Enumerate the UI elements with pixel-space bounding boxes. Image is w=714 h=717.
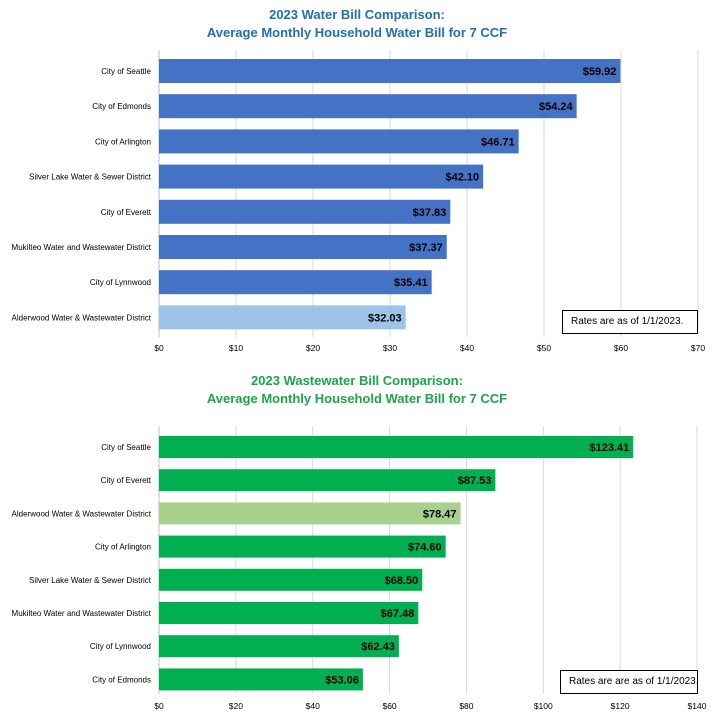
x-tick-label: $100	[534, 701, 553, 711]
x-tick-label: $40	[306, 701, 320, 711]
x-tick-label: $30	[383, 343, 397, 353]
x-tick-label: $10	[229, 343, 243, 353]
category-label: Mukilteo Water and Wastewater District	[12, 609, 152, 618]
data-label: $53.06	[325, 674, 359, 686]
bar	[159, 502, 461, 525]
x-tick-label: $40	[460, 343, 474, 353]
chart-title-line-1: 2023 Wastewater Bill Comparison:	[251, 373, 463, 388]
x-tick-label: $0	[154, 343, 164, 353]
data-label: $59.92	[583, 66, 617, 78]
category-label: City of Edmonds	[92, 102, 151, 111]
bar	[159, 436, 634, 458]
bar	[159, 235, 447, 259]
chart-title-line-2: Average Monthly Household Water Bill for…	[206, 25, 508, 40]
bar	[159, 535, 446, 558]
x-tick-label: $20	[229, 701, 243, 711]
bar	[159, 602, 419, 624]
category-label: Alderwood Water & Wastewater District	[12, 313, 152, 322]
bar	[159, 568, 423, 591]
data-label: $123.41	[589, 442, 629, 454]
bar	[159, 270, 432, 295]
category-label: City of Lynnwood	[90, 642, 151, 651]
category-label: City of Everett	[101, 476, 152, 485]
category-label: City of Seattle	[101, 443, 151, 452]
rates-note: Rates are as of 1/1/2023.	[562, 310, 698, 334]
data-label: $74.60	[408, 542, 442, 554]
category-label: Silver Lake Water & Sewer District	[29, 576, 152, 585]
data-label: $87.53	[458, 475, 492, 487]
data-label: $37.37	[409, 242, 443, 254]
bar	[159, 469, 496, 492]
x-tick-label: $50	[537, 343, 551, 353]
water-bill-chart: 2023 Water Bill Comparison: Average Mont…	[0, 6, 714, 353]
category-label: Silver Lake Water & Sewer District	[29, 173, 152, 182]
data-label: $37.83	[413, 207, 447, 219]
bar	[159, 668, 363, 691]
bar	[159, 94, 577, 119]
x-tick-label: $80	[459, 701, 473, 711]
bar	[159, 305, 406, 330]
bar	[159, 129, 519, 154]
data-label: $78.47	[423, 508, 457, 520]
data-label: $68.50	[385, 575, 419, 587]
x-tick-label: $120	[611, 701, 630, 711]
data-label: $54.24	[539, 101, 574, 113]
wastewater-bill-chart: 2023 Wastewater Bill Comparison: Average…	[0, 366, 714, 717]
x-tick-label: $70	[691, 343, 705, 353]
chart-title-line-2: Average Monthly Household Water Bill for…	[206, 391, 508, 406]
chart-title-line-1: 2023 Water Bill Comparison:	[269, 7, 445, 22]
x-tick-label: $60	[614, 343, 628, 353]
data-label: $32.03	[368, 312, 402, 324]
category-label: City of Everett	[101, 208, 152, 217]
bar	[159, 199, 451, 224]
data-label: $42.10	[446, 172, 480, 184]
wastewater-bill-plot: $0 $20 $40 $60 $80 $100 $120 $140 City of Seattl…	[12, 426, 707, 711]
x-tick-label: $140	[688, 701, 707, 711]
x-tick-label: $0	[154, 701, 164, 711]
bar	[159, 635, 399, 658]
data-label: $67.48	[381, 608, 415, 620]
category-label: City of Lynnwood	[90, 278, 151, 287]
category-label: Mukilteo Water and Wastewater District	[12, 243, 152, 252]
chart-title: 2023 Wastewater Bill Comparison: Average…	[0, 372, 714, 408]
data-label: $35.41	[394, 277, 428, 289]
category-label: City of Arlington	[95, 137, 151, 146]
bar	[159, 164, 484, 189]
rates-note: Rates are are as of 1/1/2023.	[560, 670, 699, 694]
bar	[159, 59, 621, 83]
category-label: City of Seattle	[101, 67, 151, 76]
chart-title: 2023 Water Bill Comparison: Average Mont…	[0, 6, 714, 42]
water-bill-plot: $0 $10 $20 $30 $40 $50 $60 $70 City of Seattle $5…	[12, 50, 705, 353]
data-label: $46.71	[481, 136, 515, 148]
x-tick-label: $20	[306, 343, 320, 353]
category-label: City of Arlington	[95, 543, 151, 552]
data-label: $62.43	[361, 641, 395, 653]
category-label: City of Edmonds	[92, 675, 151, 684]
x-tick-label: $60	[382, 701, 396, 711]
category-label: Alderwood Water & Wastewater District	[12, 509, 152, 518]
